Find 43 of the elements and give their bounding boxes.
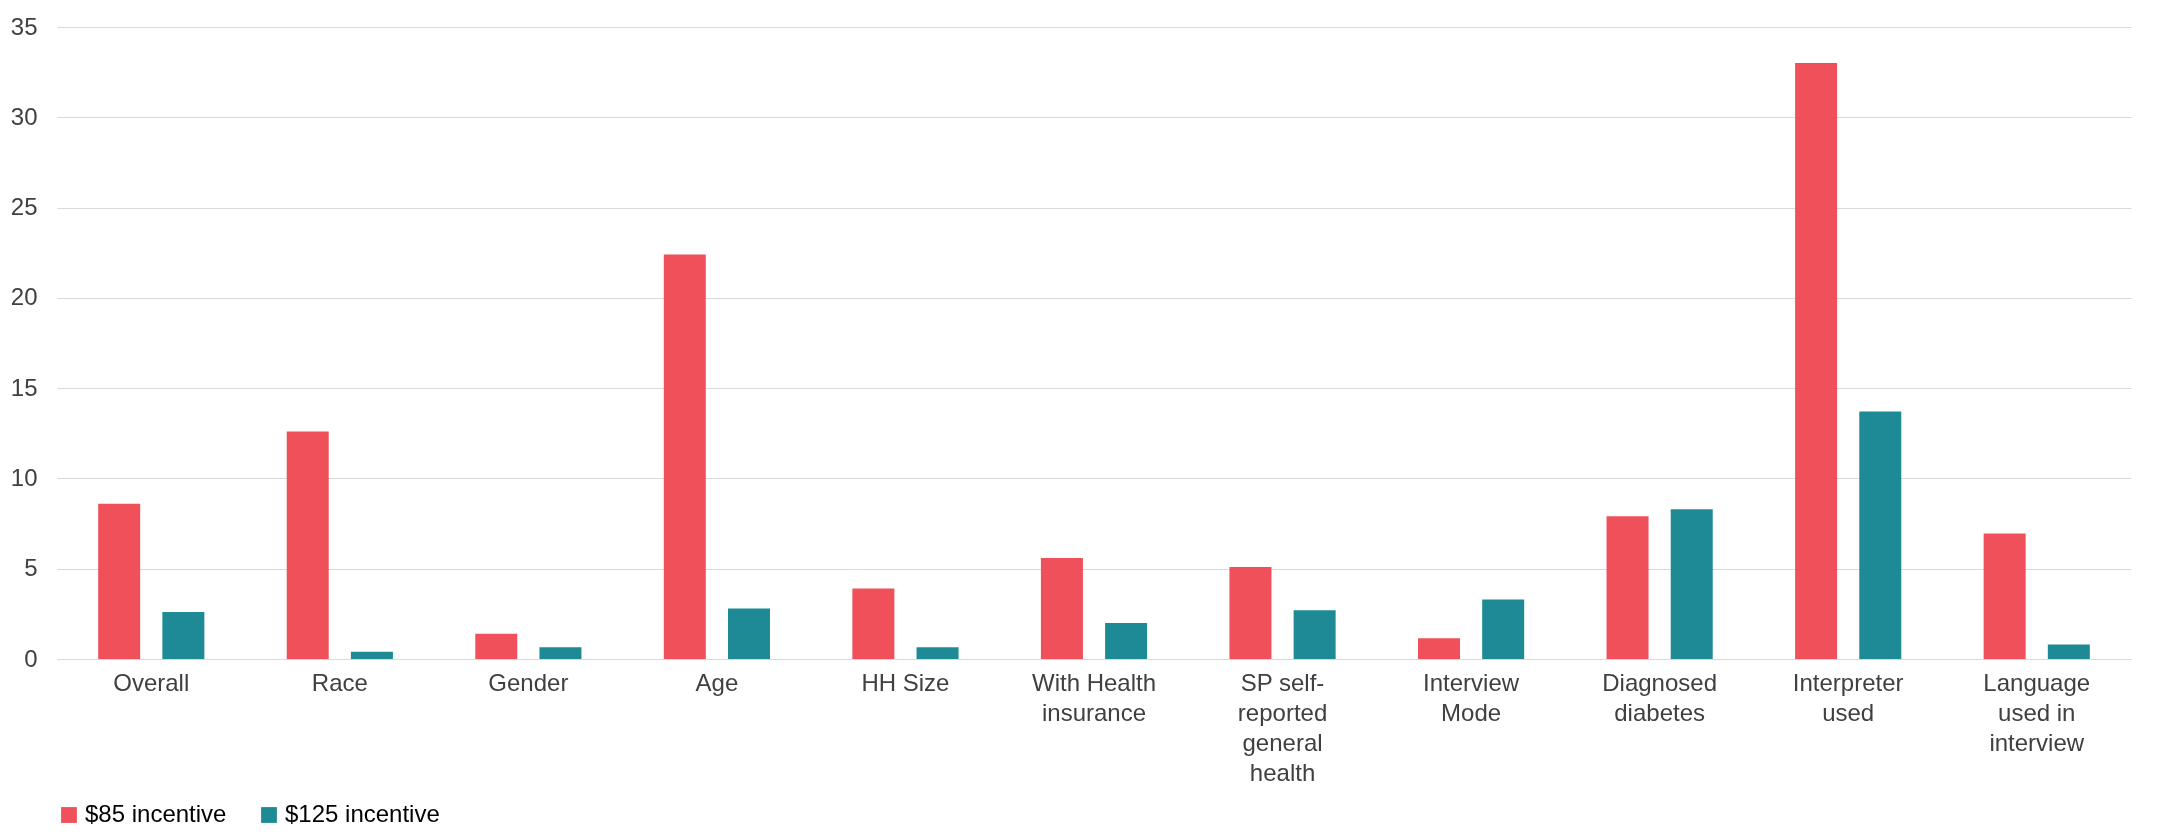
bar [852,588,895,659]
bar [1606,516,1649,659]
x-tick-label: Age [695,668,739,696]
x-tick-label: With Health insurance [1031,668,1157,726]
bar [1040,557,1083,659]
bar [1795,63,1838,659]
bar [475,633,518,659]
bar [1105,622,1148,659]
y-tick-label: 20 [10,283,38,311]
bar [1859,411,1902,659]
y-tick-label: 5 [24,554,38,582]
bar [916,647,959,659]
bar [663,254,706,659]
x-tick-label: Language used in interview [1983,668,2091,756]
x-tick-label: Interpreter used [1792,668,1904,726]
bar [1229,566,1272,659]
y-tick-label: 35 [10,12,38,40]
bar [350,651,393,659]
legend-label: $85 incentive [85,800,227,827]
y-tick-label: 30 [10,102,38,130]
x-tick-label: Gender [488,668,569,696]
x-tick-label: Diagnosed diabetes [1602,668,1718,726]
y-tick-label: 10 [10,463,38,491]
x-tick-label: Race [311,668,368,696]
bar [1418,638,1460,659]
x-tick-label: Interview Mode [1423,668,1520,726]
y-tick-label: 0 [24,644,38,672]
bar [1983,533,2026,659]
bar [162,612,205,659]
x-tick-label: HH Size [861,668,950,696]
bar [1670,509,1713,659]
y-tick-label: 15 [10,373,38,401]
bar [286,431,329,659]
bar [2047,644,2090,659]
bar [1293,610,1336,659]
bar [98,503,141,659]
legend-label: $125 incentive [285,800,440,827]
x-tick-label: Overall [113,668,190,696]
bar [728,608,770,659]
x-tick-label: SP self-reported general health [1237,668,1328,786]
bar [1482,599,1525,659]
y-tick-label: 25 [10,193,38,221]
bar [539,647,582,659]
